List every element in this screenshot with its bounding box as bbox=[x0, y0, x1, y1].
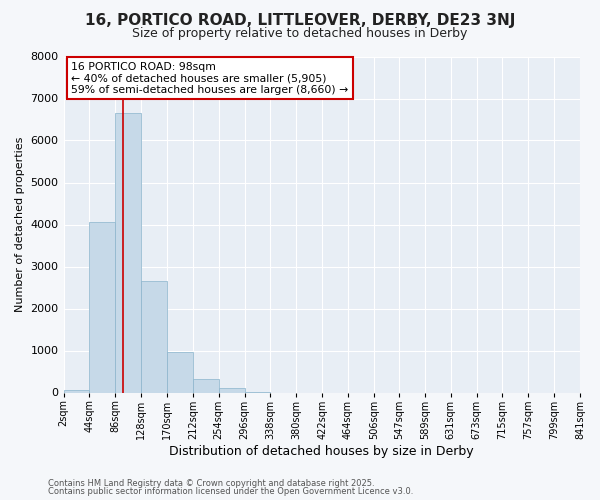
Y-axis label: Number of detached properties: Number of detached properties bbox=[15, 137, 25, 312]
Bar bbox=[141, 281, 167, 392]
Bar bbox=[115, 113, 141, 392]
Text: Size of property relative to detached houses in Derby: Size of property relative to detached ho… bbox=[133, 28, 467, 40]
Bar bbox=[167, 352, 193, 393]
X-axis label: Distribution of detached houses by size in Derby: Distribution of detached houses by size … bbox=[169, 444, 474, 458]
Text: 16, PORTICO ROAD, LITTLEOVER, DERBY, DE23 3NJ: 16, PORTICO ROAD, LITTLEOVER, DERBY, DE2… bbox=[85, 12, 515, 28]
Bar bbox=[89, 222, 115, 392]
Bar bbox=[193, 378, 218, 392]
Bar bbox=[64, 390, 89, 392]
Bar bbox=[218, 388, 245, 392]
Text: Contains public sector information licensed under the Open Government Licence v3: Contains public sector information licen… bbox=[48, 487, 413, 496]
Text: Contains HM Land Registry data © Crown copyright and database right 2025.: Contains HM Land Registry data © Crown c… bbox=[48, 478, 374, 488]
Text: 16 PORTICO ROAD: 98sqm
← 40% of detached houses are smaller (5,905)
59% of semi-: 16 PORTICO ROAD: 98sqm ← 40% of detached… bbox=[71, 62, 349, 94]
